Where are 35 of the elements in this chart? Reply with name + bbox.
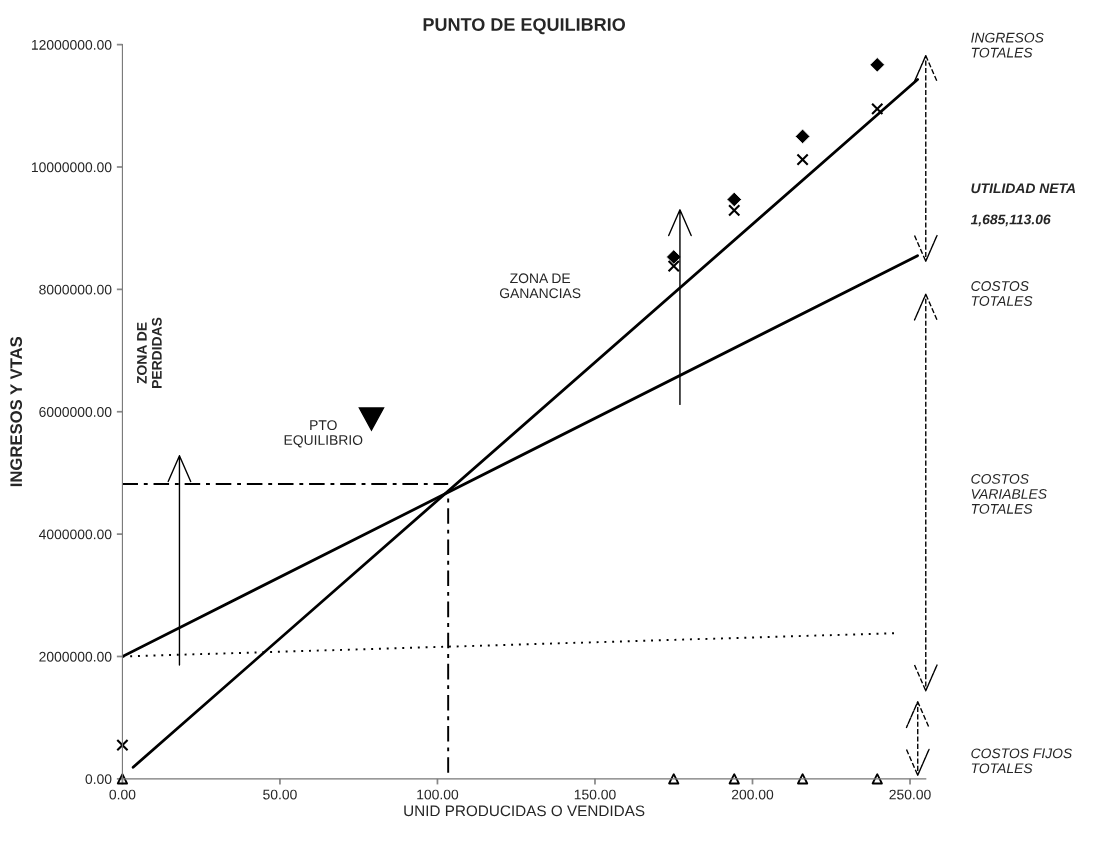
point [667,259,680,273]
y-tick-label: 0.00 [85,774,112,785]
x-tick-label: 200.00 [731,789,774,800]
y-tick-label: 6000000.00 [39,407,112,417]
annotation: ZONA DE PERDIDAS [136,317,162,388]
text: UTILIDAD NETA [971,183,1076,194]
point [728,204,741,217]
x-tick-label: 0.00 [109,789,136,800]
x-tick-label: 100.00 [417,789,459,800]
y-tick-label: 2000000.00 [39,651,112,662]
y-tick-label: 4000000.00 [38,529,112,540]
y-axis-title: INGRESOS Y VTAS [10,336,23,487]
point [871,102,884,116]
point [668,773,680,785]
annotation: PTO EQUILIBRIO [284,420,363,448]
point [728,773,740,785]
text: INGRESOS TOTALES [971,32,1044,58]
text: COSTOS FIJOS TOTALES [971,748,1073,774]
y-tick-label: 10000000.00 [31,162,112,173]
point [116,773,128,785]
text: COSTOS TOTALES [971,281,1033,306]
annotation: ZONA DE GANANCIAS [499,273,581,299]
text: COSTOS VARIABLES TOTALES [971,474,1047,514]
x-tick-label: 50.00 [263,789,297,800]
x-axis-title: UNID PRODUCIDAS O VENDIDAS [404,805,645,817]
point [796,153,809,166]
x-tick-label: 250.00 [889,789,931,800]
chart-title: PUNTO DE EQUILIBRIO [423,18,625,35]
point [116,739,129,752]
text: 1,685,113.06 [970,214,1051,227]
y-tick-label: 8000000.00 [39,284,112,295]
point [797,773,809,785]
point [871,773,883,785]
x-tick-label: 150.00 [574,789,616,800]
y-tick-label: 12000000.00 [31,39,112,50]
